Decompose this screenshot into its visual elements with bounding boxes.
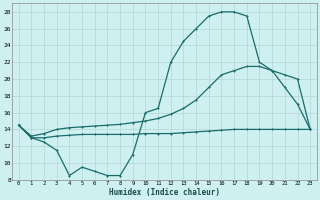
X-axis label: Humidex (Indice chaleur): Humidex (Indice chaleur)	[109, 188, 220, 197]
